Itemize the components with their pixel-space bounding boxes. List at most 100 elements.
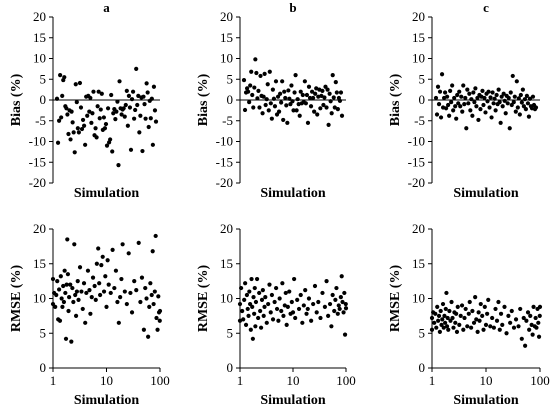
data-point (339, 113, 345, 118)
data-point (518, 306, 523, 312)
data-point (292, 276, 297, 282)
data-point (432, 320, 437, 325)
y-tick-label: 0 (419, 92, 426, 107)
data-point (253, 57, 258, 62)
data-point (89, 295, 94, 300)
data-point (309, 318, 314, 323)
data-point (104, 304, 109, 309)
data-point (144, 81, 149, 86)
data-point (433, 95, 439, 101)
data-point (446, 102, 451, 108)
data-point (137, 130, 142, 135)
x-tick-label: 1 (237, 373, 244, 388)
data-point (318, 315, 323, 321)
data-point (265, 82, 270, 87)
data-point (295, 97, 300, 102)
data-point (294, 108, 299, 113)
data-point (320, 290, 325, 296)
data-point (496, 299, 501, 305)
data-point (323, 84, 328, 89)
data-point (258, 325, 264, 330)
data-point (266, 301, 271, 307)
data-point (327, 301, 333, 307)
data-point (267, 282, 272, 287)
data-point (112, 285, 117, 291)
data-point (101, 289, 107, 294)
data-point (333, 297, 338, 302)
data-point (60, 93, 65, 98)
data-point (460, 109, 465, 114)
data-point (443, 320, 448, 325)
data-point (341, 310, 346, 315)
data-point (523, 107, 529, 112)
data-point (84, 290, 89, 296)
data-point (334, 285, 339, 291)
data-point (70, 120, 75, 125)
data-point (297, 113, 302, 118)
data-point (79, 126, 85, 132)
data-point (534, 325, 539, 330)
data-point (113, 116, 118, 122)
data-point (467, 91, 472, 96)
data-point (58, 73, 63, 78)
data-point (75, 126, 80, 131)
data-point (252, 285, 257, 291)
data-point (536, 334, 542, 339)
data-point (436, 313, 442, 318)
data-point (155, 327, 160, 332)
data-point (490, 315, 495, 321)
data-point (468, 108, 473, 113)
data-point (300, 92, 305, 98)
data-point (134, 66, 139, 71)
data-point (242, 107, 248, 113)
y-tick-label: 20 (220, 221, 233, 236)
data-point (140, 148, 145, 154)
data-point (257, 105, 262, 110)
data-point (242, 297, 247, 302)
data-point (246, 313, 251, 318)
data-point (454, 116, 459, 121)
data-point (277, 296, 282, 301)
data-point (519, 100, 524, 105)
y-tick-label: 5 (227, 325, 234, 340)
chart-panel-a: 20 15 10 5 0 -5 -10 -15 -20 Simulation Bias (%) a (9, 0, 160, 201)
data-point (443, 306, 448, 312)
data-point (77, 80, 83, 86)
data-point (324, 279, 329, 284)
data-point (485, 311, 490, 316)
y-tick-label: -15 (216, 154, 233, 169)
data-point (523, 343, 528, 348)
data-point (98, 107, 103, 112)
data-point (121, 106, 126, 111)
data-point (243, 281, 248, 286)
data-point (450, 315, 455, 321)
data-point (429, 315, 435, 321)
data-point (273, 79, 279, 84)
data-point (278, 91, 283, 96)
data-point (335, 311, 340, 316)
data-point (132, 116, 137, 121)
data-point (501, 91, 506, 96)
data-point (463, 306, 468, 312)
data-point (141, 327, 146, 332)
data-point (500, 104, 505, 109)
data-point (244, 86, 250, 91)
data-point (326, 313, 331, 318)
data-point (496, 87, 501, 92)
data-point (288, 102, 293, 107)
data-point (518, 92, 523, 98)
y-tick-label: 15 (412, 256, 425, 271)
data-point (436, 318, 441, 323)
data-point (256, 88, 261, 93)
data-point (295, 297, 300, 302)
data-point (293, 315, 298, 321)
data-point (129, 310, 135, 315)
data-point (302, 79, 307, 84)
data-point (248, 83, 253, 88)
data-point (93, 126, 98, 131)
y-axis-title: Bias (%) (9, 73, 24, 126)
data-point (478, 301, 483, 307)
data-point (270, 317, 276, 322)
data-point (136, 93, 141, 98)
data-point (329, 111, 334, 116)
